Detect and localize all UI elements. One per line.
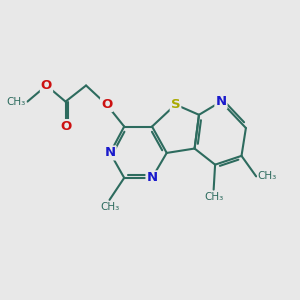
Text: N: N [146, 171, 158, 184]
Text: CH₃: CH₃ [100, 202, 119, 212]
Text: O: O [101, 98, 112, 111]
Text: CH₃: CH₃ [258, 171, 277, 182]
Text: O: O [60, 120, 71, 133]
Text: CH₃: CH₃ [7, 97, 26, 106]
Text: S: S [171, 98, 180, 111]
Text: N: N [105, 146, 116, 159]
Text: O: O [41, 79, 52, 92]
Text: N: N [215, 95, 226, 108]
Text: CH₃: CH₃ [204, 192, 223, 202]
